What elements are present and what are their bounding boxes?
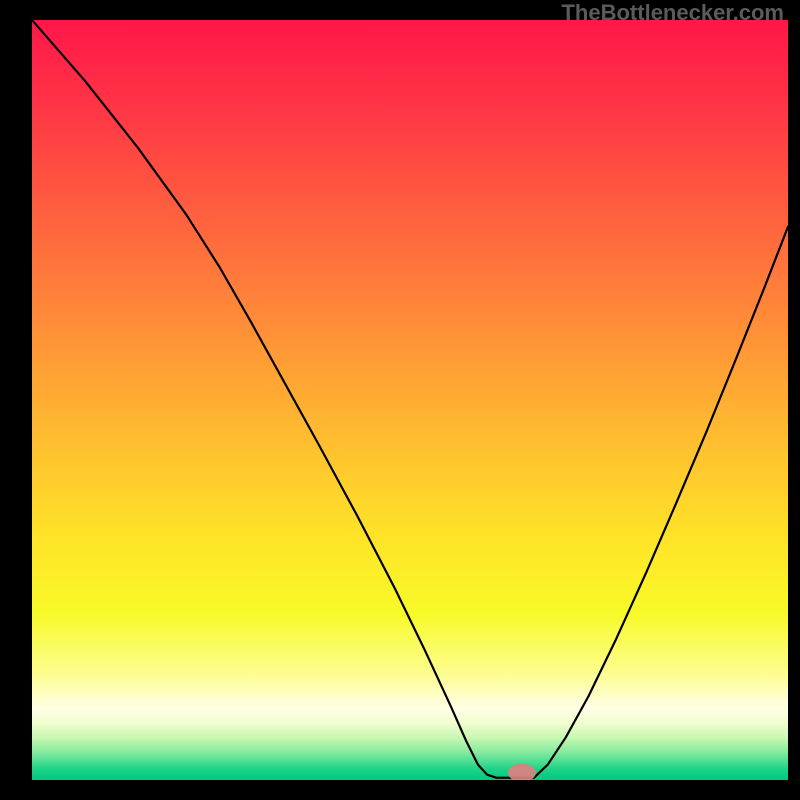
border-left <box>0 0 32 800</box>
gradient-background <box>32 20 788 780</box>
bottleneck-chart <box>32 20 788 780</box>
border-bottom <box>0 780 800 800</box>
border-right <box>788 0 800 800</box>
watermark-text: TheBottlenecker.com <box>561 0 784 26</box>
chart-root: TheBottlenecker.com <box>0 0 800 800</box>
